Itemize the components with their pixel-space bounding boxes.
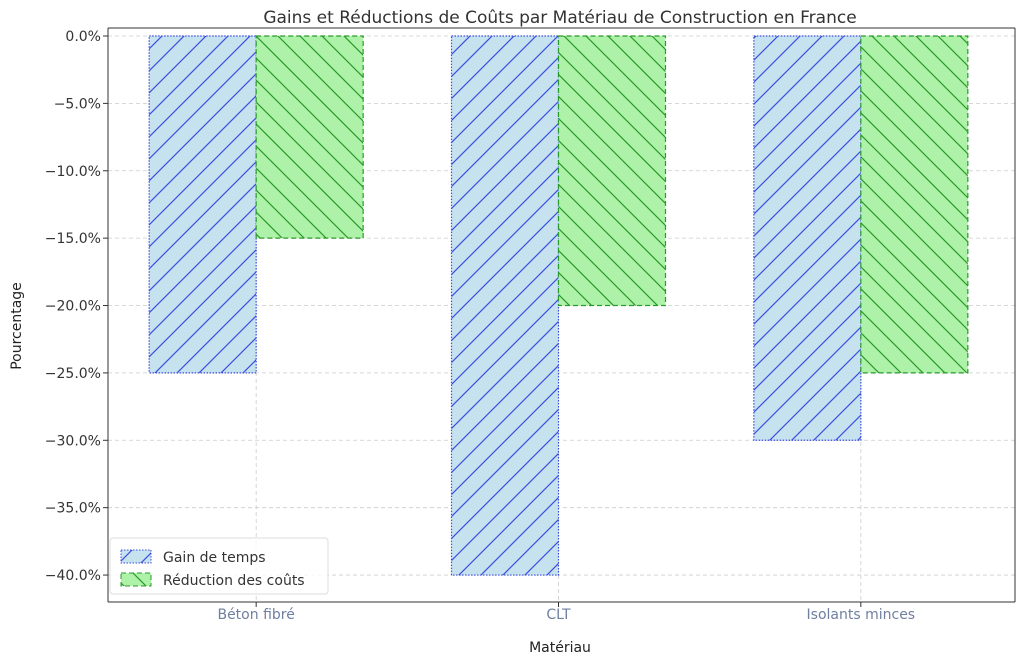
legend-label-gain-de-temps: Gain de temps <box>163 550 266 566</box>
bar-gain-de-temps-clt <box>450 35 560 576</box>
y-tick-label: −10.0% <box>45 164 101 180</box>
bar-reduction-des-couts-beton-fibre <box>255 35 364 239</box>
y-tick-label: −35.0% <box>45 501 101 517</box>
y-tick-label: −40.0% <box>45 568 101 584</box>
x-tick-label-beton-fibre: Béton fibré <box>217 607 294 623</box>
y-tick-label: −25.0% <box>45 366 101 382</box>
y-tick-label: −20.0% <box>45 299 101 315</box>
axes <box>107 27 1016 603</box>
y-axis-label: Pourcentage <box>9 282 25 370</box>
x-tick-label-isolants-minces: Isolants minces <box>807 607 916 623</box>
legend-swatch-gain-de-temps <box>120 549 152 564</box>
y-tick-label: −15.0% <box>45 231 101 247</box>
y-tick-label: −5.0% <box>54 96 101 112</box>
ticks: 0.0% −5.0% −10.0% −15.0% −20.0% −25.0% −30.0% −… <box>45 29 915 623</box>
bar-reduction-des-couts-clt <box>557 35 667 307</box>
legend-swatch-reduction-des-couts <box>120 572 152 587</box>
legend: Gain de temps Réduction des coûts <box>109 537 329 595</box>
y-tick-label: −30.0% <box>45 433 101 449</box>
bars <box>148 35 969 576</box>
legend-label-reduction-des-couts: Réduction des coûts <box>163 573 305 589</box>
x-axis-label: Matériau <box>529 640 591 656</box>
bar-gain-de-temps-isolants-minces <box>753 35 862 441</box>
bar-reduction-des-couts-isolants-minces <box>860 35 969 374</box>
y-tick-label: 0.0% <box>65 29 101 45</box>
x-tick-label-clt: CLT <box>546 607 571 623</box>
chart-title: Gains et Réductions de Coûts par Matéria… <box>263 8 856 28</box>
bar-gain-de-temps-beton-fibre <box>148 35 257 374</box>
